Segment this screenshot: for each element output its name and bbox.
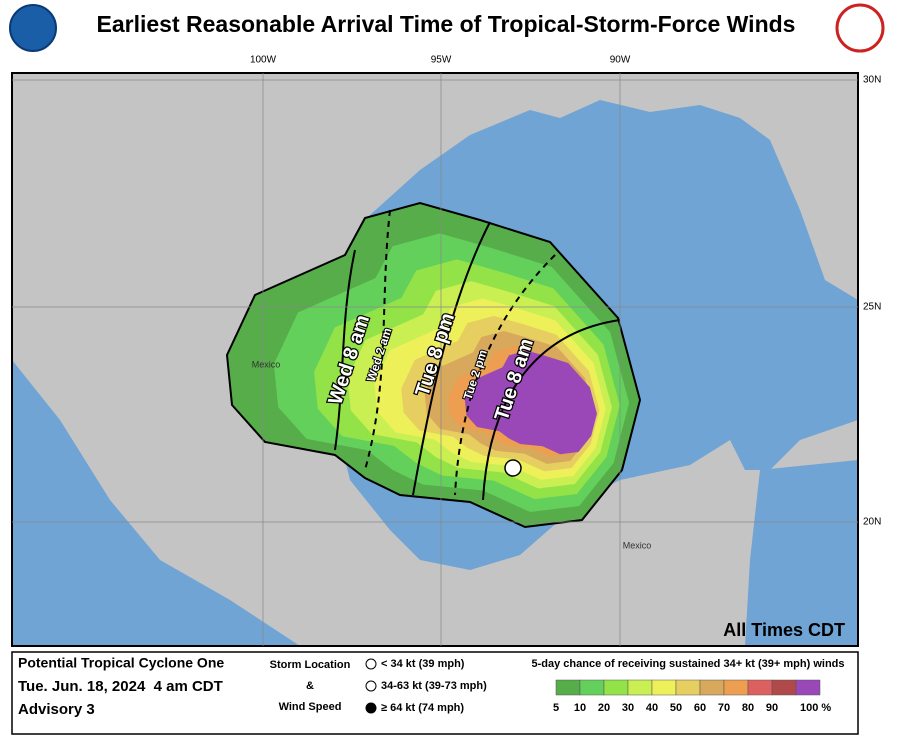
legend-swatch <box>579 679 605 696</box>
legend-title: 5-day chance of receiving sustained 34+ … <box>532 658 845 670</box>
legend-label: 50 <box>670 702 682 714</box>
noaa-logo <box>9 4 57 52</box>
legend-swatch <box>603 679 629 696</box>
storm-name: Potential Tropical Cyclone One <box>18 655 224 671</box>
probability-area <box>464 350 597 455</box>
legend-swatch <box>771 679 797 696</box>
legend-swatch <box>723 679 749 696</box>
key-title: Storm Location <box>270 659 351 671</box>
legend-swatch <box>675 679 701 696</box>
legend-swatch <box>699 679 725 696</box>
contours <box>334 209 621 501</box>
lat-label: 30N <box>863 75 881 86</box>
time-note: All Times CDT <box>723 620 845 640</box>
title: Earliest Reasonable Arrival Time of Trop… <box>97 11 796 37</box>
legend-swatch <box>651 679 677 696</box>
legend-swatch <box>627 679 653 696</box>
advisory-number: Advisory 3 <box>18 701 95 718</box>
contour-line <box>412 221 491 496</box>
lat-label: 25N <box>863 302 881 313</box>
nws-logo <box>835 3 885 53</box>
footer-box <box>11 651 859 735</box>
key-item: 34-63 kt (39-73 mph) <box>381 680 487 692</box>
legend-swatch <box>747 679 773 696</box>
legend-label: 20 <box>598 702 610 714</box>
contour-line <box>334 249 356 451</box>
contour-line <box>482 319 621 501</box>
key-title: & <box>306 680 314 692</box>
legend-label: 30 <box>622 702 634 714</box>
key-symbol <box>365 702 377 714</box>
contour-line <box>454 254 556 496</box>
key-title: Wind Speed <box>279 701 342 713</box>
legend-swatch <box>795 679 821 696</box>
legend-swatch <box>555 679 581 696</box>
advisory-date: Tue. Jun. 18, 2024 4 am CDT <box>18 678 223 695</box>
place-label: Mexico <box>252 359 281 369</box>
legend-label: 80 <box>742 702 754 714</box>
key-symbol <box>365 680 377 692</box>
pacific-water <box>12 360 300 646</box>
legend-label: 60 <box>694 702 706 714</box>
legend-label: 5 <box>553 702 559 714</box>
lat-label: 20N <box>863 517 881 528</box>
key-item: ≥ 64 kt (74 mph) <box>381 702 464 714</box>
legend-label: 90 <box>766 702 778 714</box>
key-item: < 34 kt (39 mph) <box>381 658 465 670</box>
place-label: Mexico <box>623 540 652 550</box>
legend-label: 40 <box>646 702 658 714</box>
contour-line <box>364 209 391 471</box>
key-symbol <box>365 658 377 670</box>
lon-label: 100W <box>250 55 277 66</box>
lon-label: 90W <box>610 55 631 66</box>
legend-label: 70 <box>718 702 730 714</box>
storm-location <box>504 459 522 477</box>
map-frame <box>11 72 859 647</box>
lon-label: 95W <box>431 55 452 66</box>
legend-label: 100 % <box>800 702 831 714</box>
caribbean-water <box>745 460 858 646</box>
legend-label: 10 <box>574 702 586 714</box>
